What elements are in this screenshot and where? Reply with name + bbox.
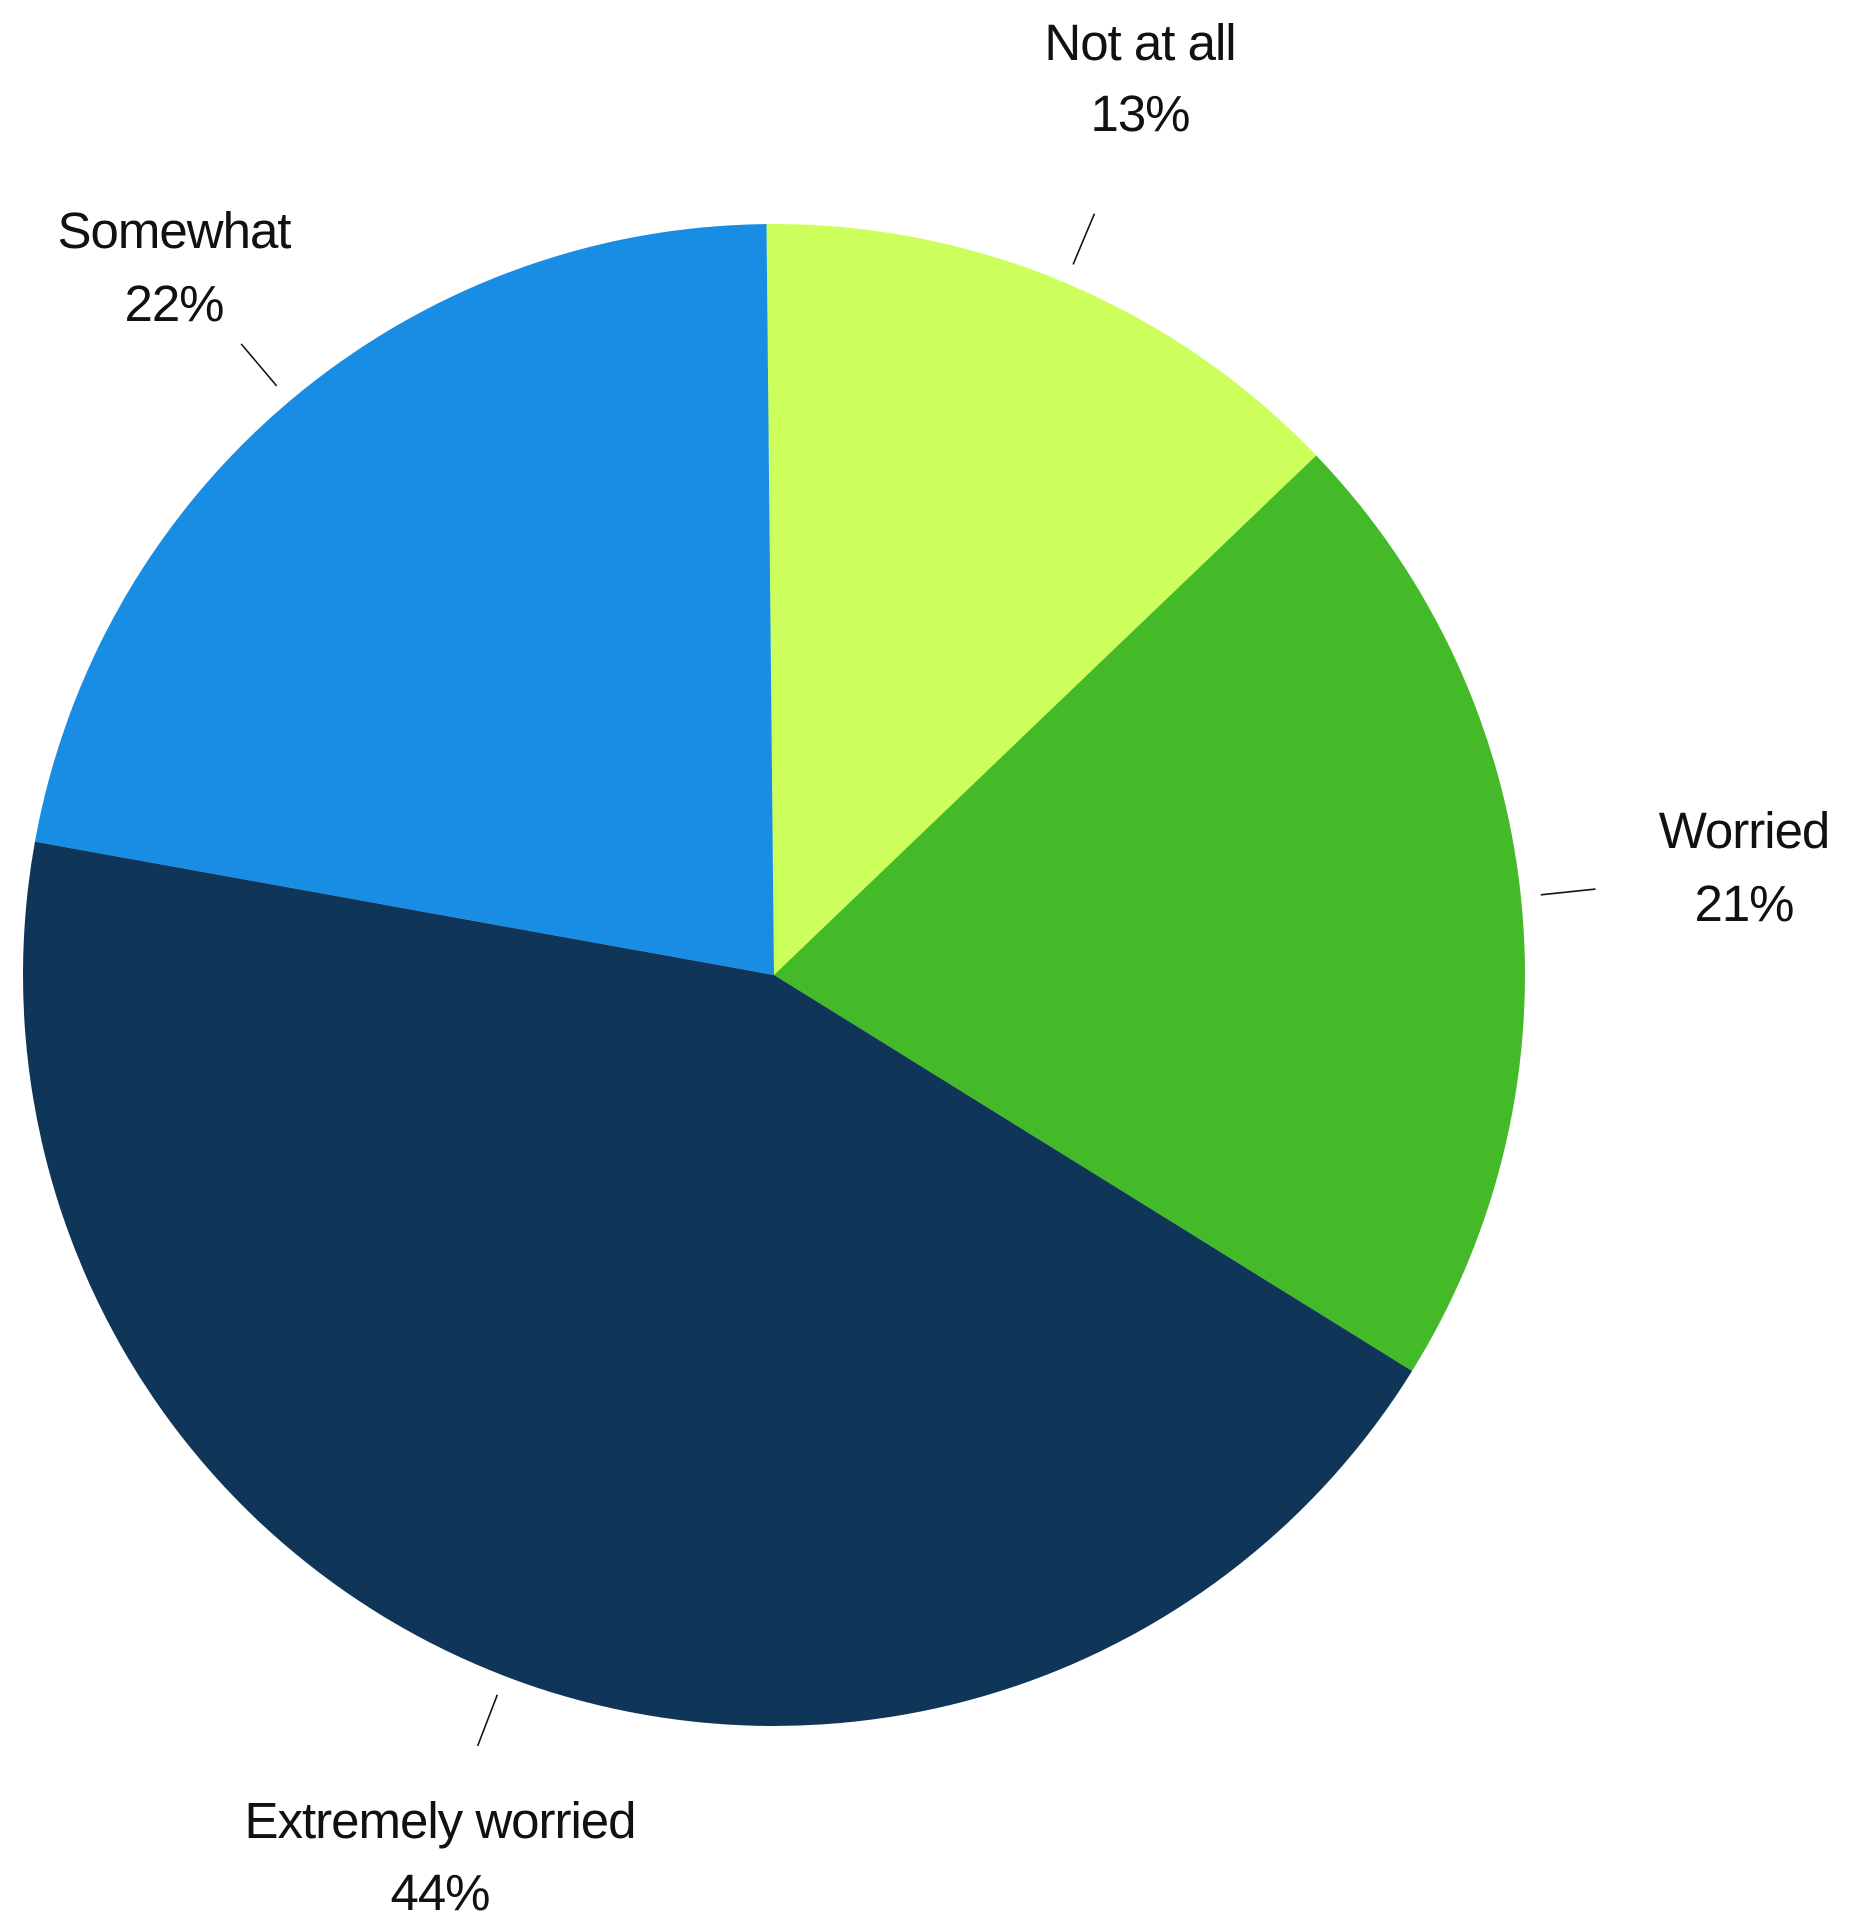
pie-slice-not-at-all <box>766 224 1317 975</box>
slice-label-not-at-all: Not at all <box>1044 14 1235 71</box>
pie-slice-extremely-worried <box>22 841 1413 1727</box>
pie-slices <box>22 224 1525 1727</box>
leader-line-extremely-worried <box>476 1694 499 1747</box>
pie-slice-somewhat <box>34 224 775 976</box>
pie-slice-worried <box>774 455 1525 1372</box>
slice-value-not-at-all: 13% <box>1090 85 1189 142</box>
slice-value-extremely-worried: 44% <box>390 1864 489 1921</box>
slice-label-worried: Worried <box>1659 802 1830 859</box>
leader-line-not-at-all <box>1072 213 1096 265</box>
leader-line-somewhat <box>240 343 278 387</box>
slice-labels: Not at all 13% Worried 21% Extremely wor… <box>58 14 1831 1921</box>
leader-lines <box>240 213 1596 1747</box>
slice-value-worried: 21% <box>1694 875 1793 932</box>
slice-value-somewhat: 22% <box>124 275 223 332</box>
leader-line-worried <box>1540 888 1596 896</box>
slice-label-extremely-worried: Extremely worried <box>244 1792 635 1849</box>
slice-label-somewhat: Somewhat <box>58 202 292 259</box>
